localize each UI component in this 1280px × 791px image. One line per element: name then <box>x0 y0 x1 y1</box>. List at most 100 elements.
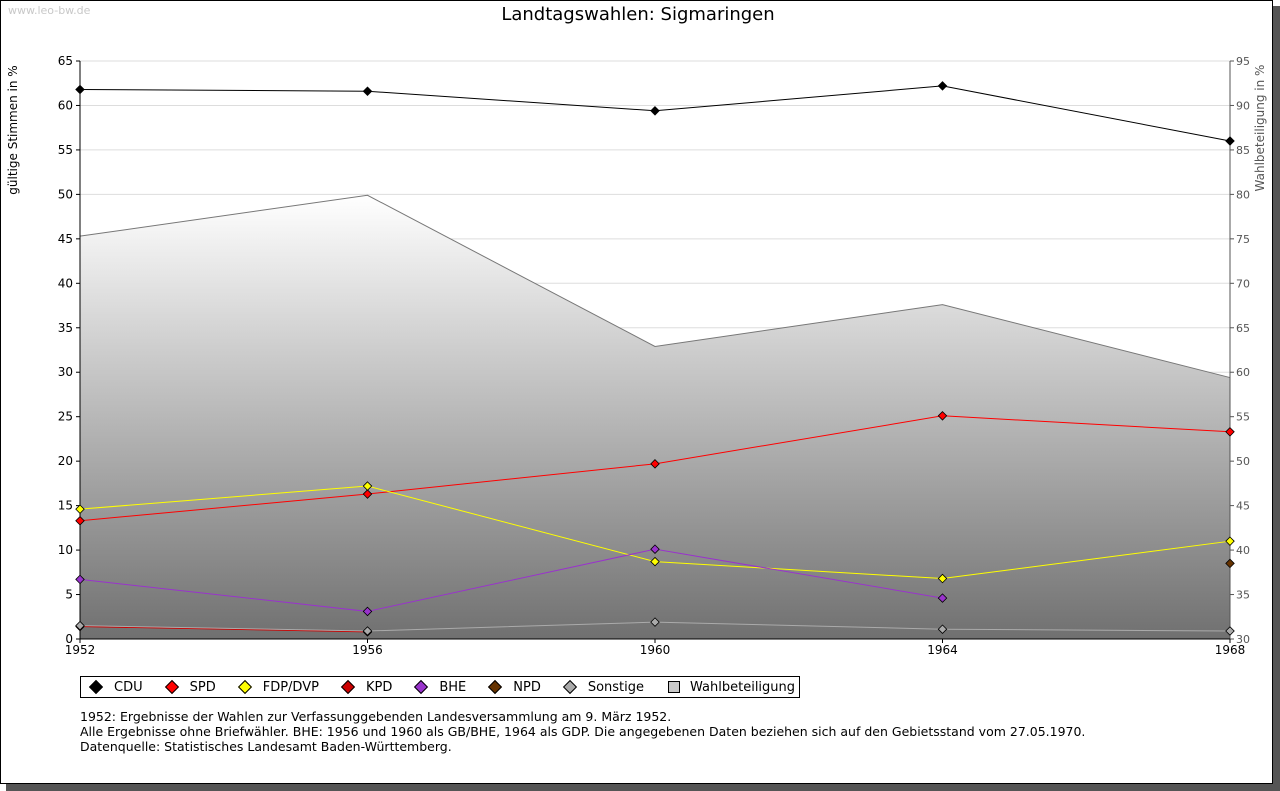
data-point-spd <box>1225 427 1235 437</box>
y-tick-label: 30 <box>58 365 73 379</box>
data-point-cdu <box>650 106 660 116</box>
legend-marker-icon <box>488 679 503 695</box>
y2-tick-label: 95 <box>1236 55 1250 68</box>
y-tick-label: 10 <box>58 543 73 557</box>
legend-marker-icon <box>668 681 681 693</box>
series-line-bhe <box>79 548 943 612</box>
note-line: Datenquelle: Statistisches Landesamt Bad… <box>80 739 452 754</box>
y-tick-label: 60 <box>58 98 73 112</box>
legend-marker-icon <box>237 679 252 695</box>
y2-axis-label: Wahlbeteiligung in % <box>1253 65 1267 192</box>
legend-item-kpd: KPD <box>340 679 393 695</box>
y2-tick-label: 70 <box>1236 277 1250 290</box>
y-tick-label: 55 <box>58 143 73 157</box>
data-point-spd <box>362 489 373 499</box>
axes: 0 5 10 15 20 25 30 35 40 45 50 55 60 65 30 35 40 45 50 55 60… <box>58 54 1250 657</box>
y-tick-label: 15 <box>58 499 73 513</box>
data-point-spd <box>75 515 85 526</box>
y2-tick-label: 90 <box>1236 99 1250 112</box>
x-tick-label: 1952 <box>65 643 96 657</box>
data-point-sonstige <box>1225 626 1235 636</box>
legend-item-cdu: CDU <box>88 679 143 695</box>
data-point-bhe <box>362 606 373 617</box>
note-line: 1952: Ergebnisse der Wahlen zur Verfassu… <box>80 709 672 724</box>
legend-marker-icon <box>88 679 104 695</box>
data-point-bhe <box>650 544 660 554</box>
data-point-bhe <box>75 574 85 585</box>
data-point-spd <box>650 459 660 469</box>
data-point-cdu <box>75 84 85 95</box>
legend-label: Wahlbeteiligung <box>690 679 796 695</box>
turnout-area-fill <box>80 195 1230 639</box>
legend-item-bhe: BHE <box>414 679 467 695</box>
axis-labels: gültige Stimmen in % Wahlbeteiligung in … <box>6 65 1267 195</box>
y2-tick-label: 40 <box>1236 544 1250 557</box>
y-tick-label: 0 <box>65 632 73 646</box>
y-tick-label: 25 <box>58 410 73 424</box>
legend-label: KPD <box>365 679 393 695</box>
y-tick-label: 40 <box>58 276 73 290</box>
data-point-bhe <box>937 593 948 603</box>
x-tick-label: 1956 <box>352 643 383 657</box>
y2-tick-label: 55 <box>1236 411 1250 424</box>
legend-label: NPD <box>513 679 541 695</box>
y2-tick-label: 60 <box>1236 366 1250 379</box>
data-point-cdu <box>362 86 373 96</box>
y-tick-label: 5 <box>65 588 73 602</box>
turnout-area <box>79 194 1231 639</box>
y-tick-label: 65 <box>58 54 73 68</box>
x-tick-label: 1964 <box>927 643 958 657</box>
y2-tick-label: 30 <box>1236 633 1250 646</box>
data-point-sonstige <box>75 620 85 631</box>
y-axis-label: gültige Stimmen in % <box>6 65 20 194</box>
series-lines <box>75 81 1235 637</box>
data-point-fdp-dvp <box>362 481 373 491</box>
data-point-fdp-dvp <box>650 556 660 567</box>
chart-plot: 0 5 10 15 20 25 30 35 40 45 50 55 60 65 30 35 40 45 50 55 60… <box>6 54 1267 657</box>
legend-marker-icon <box>414 679 429 695</box>
y2-tick-label: 50 <box>1236 455 1250 468</box>
legend-label: CDU <box>114 679 143 695</box>
y2-tick-label: 75 <box>1236 233 1250 246</box>
data-point-sonstige <box>362 626 373 636</box>
legend-marker-icon <box>562 679 577 695</box>
legend-item-fdp-dvp: FDP/DVP <box>237 679 319 695</box>
legend-label: FDP/DVP <box>262 679 319 695</box>
x-tick-label: 1960 <box>640 643 671 657</box>
chart-title: Landtagswahlen: Sigmaringen <box>501 4 775 25</box>
frame-shadow-right <box>1273 6 1280 791</box>
data-point-fdp-dvp <box>1225 536 1235 546</box>
data-point-fdp-dvp <box>937 573 948 584</box>
y-tick-label: 45 <box>58 232 73 246</box>
data-point-sonstige <box>937 624 948 634</box>
legend-marker-icon <box>340 679 356 695</box>
y2-tick-label: 35 <box>1236 589 1250 602</box>
legend-label: SPD <box>189 679 216 695</box>
legend-marker-icon <box>164 679 179 695</box>
data-point-sonstige <box>650 617 660 627</box>
y2-tick-label: 45 <box>1236 500 1250 513</box>
frame-shadow-bottom <box>6 784 1280 791</box>
legend-item-wahlbeteiligung: Wahlbeteiligung <box>668 680 795 695</box>
legend-item-spd: SPD <box>164 679 216 695</box>
y-tick-label: 35 <box>58 321 73 335</box>
data-point-npd <box>1225 558 1235 569</box>
legend-label: Sonstige <box>587 679 645 695</box>
y2-tick-label: 85 <box>1236 144 1250 157</box>
y-tick-label: 20 <box>58 454 73 468</box>
watermark: www.leo-bw.de <box>8 4 91 17</box>
series-line-kpd <box>79 626 368 633</box>
legend-item-npd: NPD <box>488 679 541 695</box>
chart-legend: CDU SPD FDP/DVP KPD BHE NPD Sonstige Wahlbeteil… <box>80 676 800 698</box>
chart-notes: 1952: Ergebnisse der Wahlen zur Verfassu… <box>80 709 1085 754</box>
legend-label: BHE <box>439 679 467 695</box>
data-point-fdp-dvp <box>75 504 85 514</box>
data-point-spd <box>937 411 948 421</box>
y2-tick-label: 65 <box>1236 322 1250 335</box>
turnout-area-line <box>79 194 1231 379</box>
y2-tick-label: 80 <box>1236 188 1250 201</box>
note-line: Alle Ergebnisse ohne Briefwähler. BHE: 1… <box>80 724 1086 739</box>
data-point-cdu <box>937 81 948 91</box>
data-point-cdu <box>1225 136 1235 146</box>
legend-item-sonstige: Sonstige <box>562 679 645 695</box>
